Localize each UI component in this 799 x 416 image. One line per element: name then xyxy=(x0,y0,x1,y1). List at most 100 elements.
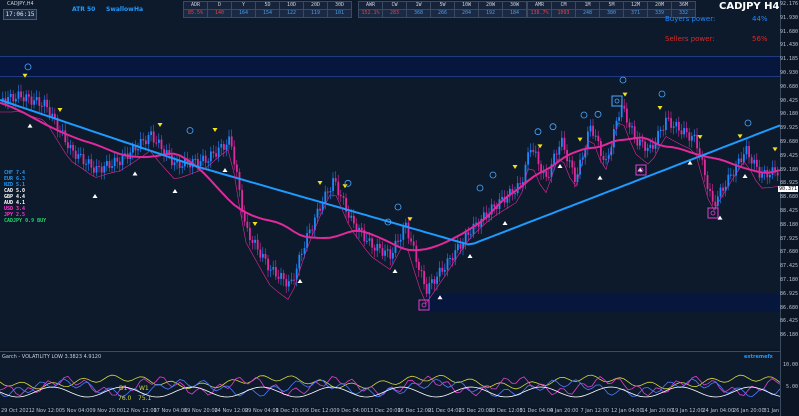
candle-body xyxy=(620,105,623,118)
awr-value-cell: 368 xyxy=(406,9,431,18)
swing-circle-marker xyxy=(580,111,588,119)
candle-body xyxy=(259,249,262,258)
candle-body xyxy=(399,239,402,242)
candle-body xyxy=(158,139,160,143)
candle-body xyxy=(662,129,665,131)
candle-body xyxy=(545,171,548,177)
candle-body xyxy=(103,165,106,173)
signal-arrow-up xyxy=(92,194,98,198)
price-tick-label: 91.185 xyxy=(779,56,798,63)
signal-square-marker xyxy=(418,299,430,311)
price-tick-label: 86.925 xyxy=(779,290,798,297)
time-tick-label: 31 Jan 12:00 xyxy=(763,408,796,414)
adr-value-cell: 140 xyxy=(207,9,232,18)
price-tick-label: 86.425 xyxy=(779,318,798,325)
strength-entry: USD 3.4 xyxy=(4,206,26,212)
candlestick-chart[interactable] xyxy=(0,0,781,349)
candle-body xyxy=(285,279,288,287)
candle-body xyxy=(360,227,363,231)
price-tick-label: 88.425 xyxy=(779,208,798,214)
candle-body xyxy=(41,105,43,107)
signal-arrow-down xyxy=(622,92,628,97)
candle-body xyxy=(631,126,633,128)
candle-body xyxy=(470,234,472,236)
candle-body xyxy=(204,155,207,163)
candle-body xyxy=(342,196,345,198)
candle-body xyxy=(587,131,589,149)
candle-body xyxy=(25,94,28,102)
candle-body xyxy=(147,135,150,145)
awr-value-cell: 184 xyxy=(502,9,527,18)
candle-body xyxy=(35,97,38,101)
candle-body xyxy=(301,253,303,255)
w1-label: W1 xyxy=(139,385,149,392)
candle-body xyxy=(61,130,64,132)
candle-body xyxy=(493,204,496,207)
candle-body xyxy=(574,167,576,183)
strength-entry: GBP 4.4 xyxy=(4,194,26,200)
main-chart[interactable]: CADJPY,H4 17:06:15 ATR 50 Swallow Ha ADR… xyxy=(0,0,781,349)
candle-body xyxy=(93,167,95,173)
candle-body xyxy=(119,161,121,166)
candle-body xyxy=(672,126,675,128)
candle-body xyxy=(750,157,753,164)
candle-body xyxy=(683,128,685,135)
link-swallow[interactable]: Swallow xyxy=(106,6,134,13)
volatility-lines xyxy=(0,374,781,398)
link-ha[interactable]: Ha xyxy=(134,6,144,13)
candle-body xyxy=(626,108,628,123)
candle-body xyxy=(719,187,722,197)
signal-circle-marker xyxy=(421,302,427,308)
candle-body xyxy=(501,196,503,200)
volatility-subwindow[interactable]: Garch - VOLATILITY LOW 3.3823 4.9120 ext… xyxy=(0,351,781,408)
candle-body xyxy=(605,159,607,161)
candle-body xyxy=(441,267,444,272)
buyers-power-value: 44% xyxy=(752,15,768,23)
awr-header-cell: 1W xyxy=(406,1,431,10)
signal-arrow-down xyxy=(252,222,258,226)
candle-body xyxy=(384,250,386,256)
price-tick-label: 92.176 xyxy=(779,1,798,7)
candle-body xyxy=(644,141,646,151)
candle-body xyxy=(678,121,680,131)
candle-body xyxy=(319,208,321,211)
price-axis[interactable]: 92.176 91.930 91.680 91.430 91.185 90.930 90.6… xyxy=(777,0,799,416)
candle-body xyxy=(431,279,433,284)
candle-body xyxy=(594,135,597,137)
candle-body xyxy=(600,140,602,156)
candle-body xyxy=(615,120,618,130)
candle-body xyxy=(202,155,204,162)
awr-table: AWR CW 1W 5W 10W 20W 30W 152.1% 283 368 266 204 192 1… xyxy=(358,1,527,18)
link-atr[interactable]: ATR 50 xyxy=(72,6,96,13)
candle-body xyxy=(641,139,644,142)
signal-arrow-down xyxy=(657,106,663,110)
swing-circle-marker xyxy=(476,184,484,192)
adr-header-cell: 5D xyxy=(255,1,280,10)
candle-body xyxy=(727,174,730,187)
candle-body xyxy=(293,279,295,281)
candle-body xyxy=(488,214,490,218)
price-tick-label: 89.680 xyxy=(779,139,798,145)
adr-value-cell: 119 xyxy=(303,9,328,18)
candle-body xyxy=(277,276,280,279)
time-tick-label: 21 Dec 04:00 xyxy=(428,408,462,414)
candle-body xyxy=(275,267,277,277)
candle-body xyxy=(654,144,657,149)
candle-body xyxy=(472,223,475,235)
candle-body xyxy=(12,93,15,102)
candle-body xyxy=(519,183,522,185)
candle-body xyxy=(54,113,56,119)
subwindow-title: Garch - VOLATILITY LOW 3.3823 4.9120 xyxy=(2,354,102,360)
zone-bottom xyxy=(426,294,781,312)
candle-body xyxy=(358,227,360,232)
signal-arrow-up xyxy=(392,269,398,273)
price-tick-label: 89.925 xyxy=(779,125,798,132)
strength-entry: CAD 5.0 xyxy=(4,188,26,194)
awr-header-cell: AWR xyxy=(358,1,383,10)
candle-body xyxy=(402,226,405,240)
candle-body xyxy=(509,188,511,197)
candle-body xyxy=(43,99,46,107)
candle-body xyxy=(197,158,199,167)
candle-body xyxy=(740,158,743,163)
candle-body xyxy=(446,258,449,270)
